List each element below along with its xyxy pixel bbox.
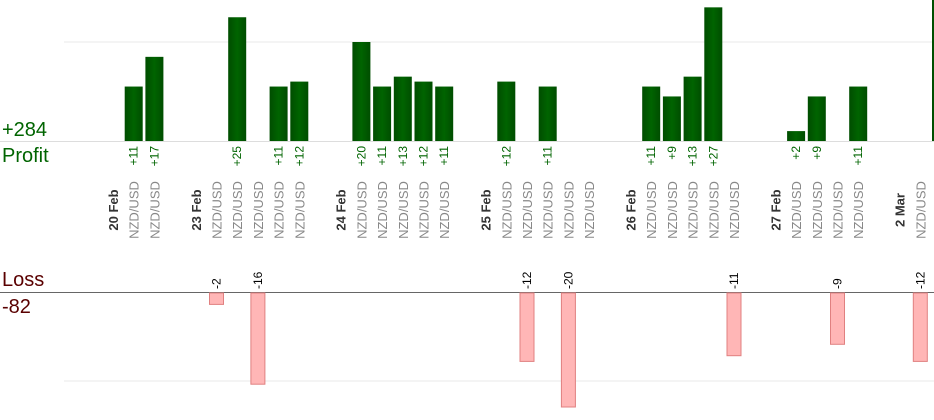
profit-bar [497,81,516,141]
loss-value-label: -2 [210,278,224,289]
loss-value-label: -16 [251,271,265,289]
pair-label: NZD/USD [644,181,659,239]
profit-value-label: +12 [499,146,513,167]
pair-label: NZD/USD [375,181,390,239]
pair-label: NZD/USD [831,181,846,239]
date-label: 2 Mar [893,193,908,227]
profit-value-label: +11 [851,146,865,166]
profit-bar [290,81,309,141]
pair-label: NZD/USD [541,181,556,239]
profit-bar [849,86,868,141]
loss-value-label: -9 [831,278,845,289]
profit-bar [662,96,681,141]
pair-label: NZD/USD [437,181,452,239]
profit-bar [373,86,392,141]
profit-value-label: +12 [417,146,431,167]
profit-bar [932,0,934,141]
loss-bar [912,292,928,362]
loss-bar [209,292,224,305]
date-label: 24 Feb [334,189,349,230]
profit-bar [269,86,288,141]
date-label: 23 Feb [189,189,204,230]
profit-bar [787,131,806,141]
profit-value-label: +13 [396,146,410,167]
pair-label: NZD/USD [727,181,742,239]
total-loss-value: -82 [2,296,31,318]
profit-value-label: +25 [230,146,244,167]
profit-value-label: +11 [272,146,286,166]
profit-value-label: +11 [375,146,389,166]
pair-label: NZD/USD [665,181,680,239]
pair-label: NZD/USD [292,181,307,239]
profit-value-label: +9 [665,146,679,160]
pair-label: NZD/USD [913,181,928,239]
profit-bar [704,7,723,141]
profit-bar [145,56,164,141]
pair-label: NZD/USD [272,181,287,239]
profit-bar [538,86,557,141]
total-profit-value: +284 [2,119,48,141]
profit-value-label: +13 [686,146,700,167]
profit-bar [352,42,371,141]
pair-label: NZD/USD [396,181,411,239]
pair-label: NZD/USD [789,181,804,239]
profit-bar [642,86,661,141]
pair-label: NZD/USD [127,181,142,239]
pair-label: NZD/USD [210,181,225,239]
pair-label: NZD/USD [810,181,825,239]
profit-value-label: +17 [147,146,161,167]
profit-value-label: +27 [706,146,720,167]
profit-bar [414,81,433,141]
pair-label: NZD/USD [147,181,162,239]
profit-bar [807,96,826,141]
date-label: 26 Feb [624,189,639,230]
profit-value-label: +11 [644,146,658,166]
profit-bar [124,86,143,141]
pair-label: NZD/USD [499,181,514,239]
loss-bar [830,292,845,345]
loss-value-label: -20 [561,271,575,289]
loss-value-label: -12 [913,271,927,289]
pair-label: NZD/USD [686,181,701,239]
pair-label: NZD/USD [561,181,576,239]
profit-value-label: +11 [541,146,555,166]
loss-bar [726,292,742,357]
pair-label: NZD/USD [251,181,266,239]
profit-label: Profit [2,145,49,167]
profit-value-label: +12 [292,146,306,167]
profit-value-label: +9 [810,146,824,160]
profit-value-label: +11 [437,146,451,166]
date-label: 20 Feb [106,189,121,230]
profit-bar [228,17,247,141]
pair-label: NZD/USD [706,181,721,239]
pair-label: NZD/USD [417,181,432,239]
profit-value-label: +11 [127,146,141,166]
loss-value-label: -12 [520,271,534,289]
profit-value-label: +20 [354,146,368,167]
profit-bar [683,76,702,141]
date-label: 25 Feb [479,189,494,230]
profit-value-label: +2 [789,146,803,160]
loss-bar [250,292,266,385]
profit-bar [435,86,454,141]
pair-label: NZD/USD [230,181,245,239]
date-label: 27 Feb [768,189,783,230]
loss-bar [560,292,576,408]
profit-bar [393,76,412,141]
pair-label: NZD/USD [354,181,369,239]
loss-bar [519,292,535,362]
pair-label: NZD/USD [582,181,597,239]
loss-label: Loss [2,269,45,291]
pair-label: NZD/USD [851,181,866,239]
pair-label: NZD/USD [520,181,535,239]
loss-value-label: -11 [727,272,741,289]
